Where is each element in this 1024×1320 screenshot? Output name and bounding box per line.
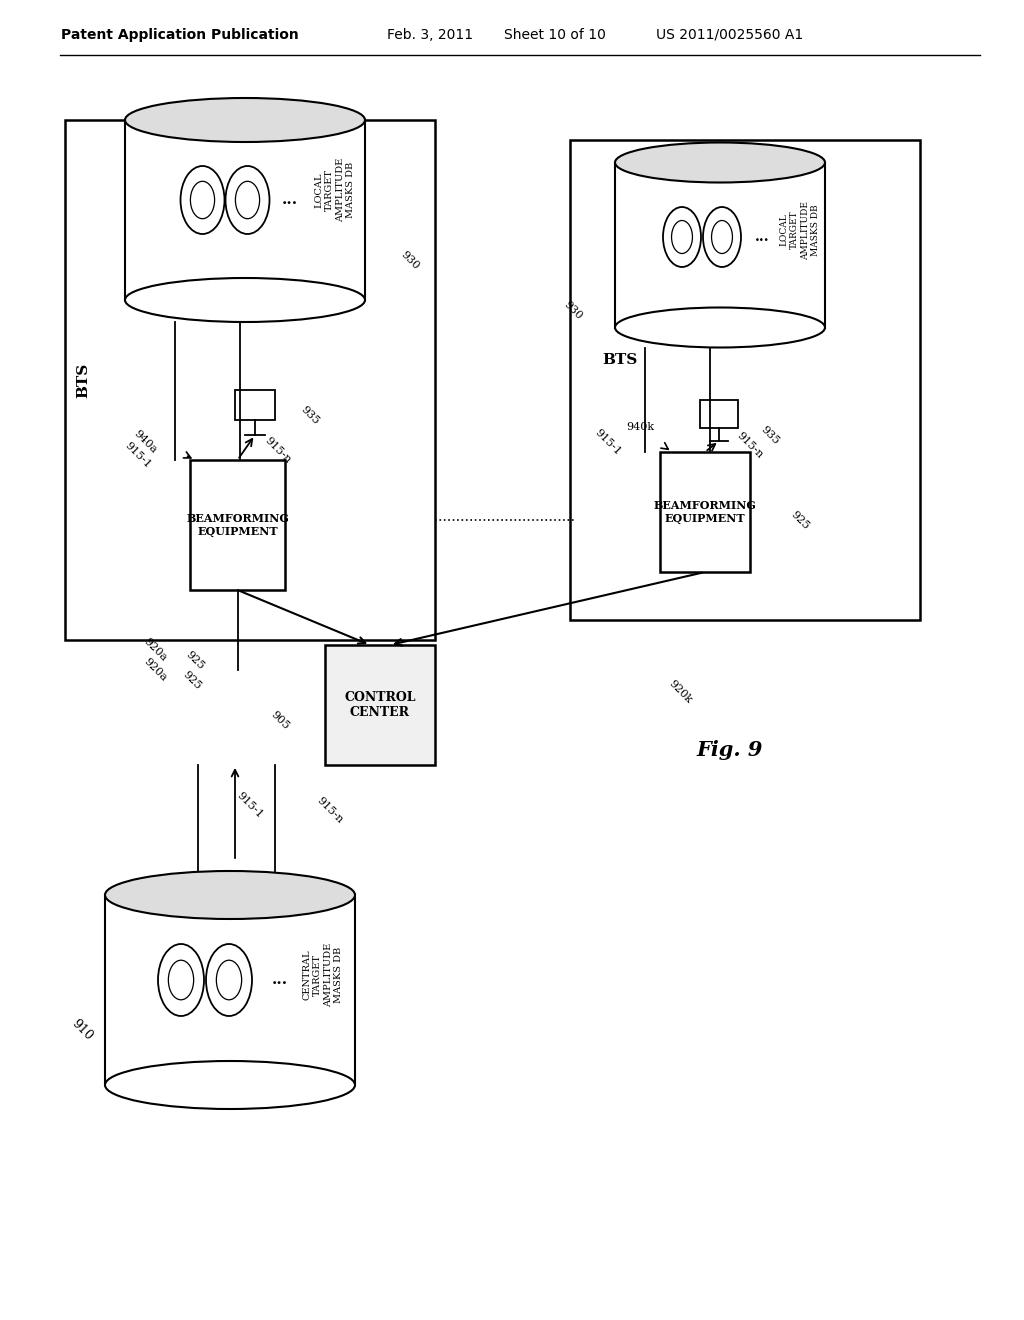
- Ellipse shape: [168, 960, 194, 999]
- Bar: [615, 162, 825, 327]
- Ellipse shape: [125, 279, 365, 322]
- FancyBboxPatch shape: [234, 389, 275, 420]
- Text: ...: ...: [282, 193, 298, 207]
- FancyBboxPatch shape: [570, 140, 920, 620]
- Ellipse shape: [615, 143, 825, 182]
- Text: 905: 905: [269, 709, 291, 731]
- Text: 940k: 940k: [626, 422, 654, 432]
- Text: 915-n: 915-n: [263, 436, 293, 465]
- Text: ...: ...: [755, 230, 769, 244]
- Bar: [105, 895, 355, 1085]
- Text: 910: 910: [69, 1016, 95, 1043]
- Ellipse shape: [672, 220, 692, 253]
- Ellipse shape: [206, 944, 252, 1016]
- Text: 915-1: 915-1: [236, 791, 265, 820]
- Text: 930: 930: [562, 298, 584, 321]
- Ellipse shape: [216, 960, 242, 999]
- Text: 915-n: 915-n: [735, 430, 765, 459]
- FancyBboxPatch shape: [700, 400, 738, 428]
- Text: BTS: BTS: [602, 352, 638, 367]
- FancyBboxPatch shape: [325, 645, 435, 766]
- Ellipse shape: [703, 207, 741, 267]
- Text: ...: ...: [272, 973, 288, 987]
- Text: BEAMFORMING
EQUIPMENT: BEAMFORMING EQUIPMENT: [653, 500, 757, 524]
- Text: BEAMFORMING
EQUIPMENT: BEAMFORMING EQUIPMENT: [186, 513, 289, 537]
- Text: 935: 935: [759, 424, 781, 446]
- Text: CONTROL
CENTER: CONTROL CENTER: [344, 690, 416, 719]
- Text: BTS: BTS: [76, 363, 90, 397]
- Text: Sheet 10 of 10: Sheet 10 of 10: [504, 28, 606, 42]
- FancyBboxPatch shape: [65, 120, 435, 640]
- Text: 935: 935: [299, 404, 322, 426]
- Text: 915-n: 915-n: [315, 795, 345, 825]
- Ellipse shape: [105, 871, 355, 919]
- FancyBboxPatch shape: [190, 459, 285, 590]
- Text: 925: 925: [788, 510, 811, 531]
- Ellipse shape: [615, 308, 825, 347]
- Ellipse shape: [712, 220, 732, 253]
- Text: Feb. 3, 2011: Feb. 3, 2011: [387, 28, 473, 42]
- Ellipse shape: [105, 1061, 355, 1109]
- Text: CENTRAL
TARGET
AMPLITUDE
MASKS DB: CENTRAL TARGET AMPLITUDE MASKS DB: [303, 942, 343, 1007]
- Text: 940a: 940a: [131, 429, 159, 455]
- Text: 920k: 920k: [667, 678, 693, 705]
- Text: Fig. 9: Fig. 9: [696, 741, 763, 760]
- Ellipse shape: [663, 207, 701, 267]
- FancyBboxPatch shape: [660, 451, 750, 572]
- Ellipse shape: [236, 181, 260, 219]
- Text: 925: 925: [184, 649, 206, 671]
- Ellipse shape: [158, 944, 204, 1016]
- Ellipse shape: [190, 181, 215, 219]
- Bar: [125, 120, 365, 300]
- Text: 930: 930: [399, 249, 421, 271]
- Text: 920a: 920a: [141, 656, 168, 684]
- Ellipse shape: [125, 98, 365, 143]
- Text: LOCAL
TARGET
AMPLITUDE
MASKS DB: LOCAL TARGET AMPLITUDE MASKS DB: [780, 201, 820, 260]
- Ellipse shape: [180, 166, 224, 234]
- Text: Patent Application Publication: Patent Application Publication: [61, 28, 299, 42]
- Text: 915-1: 915-1: [123, 440, 153, 470]
- Text: US 2011/0025560 A1: US 2011/0025560 A1: [656, 28, 804, 42]
- Text: 915-1: 915-1: [593, 428, 623, 457]
- Ellipse shape: [225, 166, 269, 234]
- Text: 925: 925: [181, 669, 203, 692]
- Text: LOCAL
TARGET
AMPLITUDE
MASKS DB: LOCAL TARGET AMPLITUDE MASKS DB: [315, 158, 355, 222]
- Text: 920a: 920a: [141, 636, 168, 664]
